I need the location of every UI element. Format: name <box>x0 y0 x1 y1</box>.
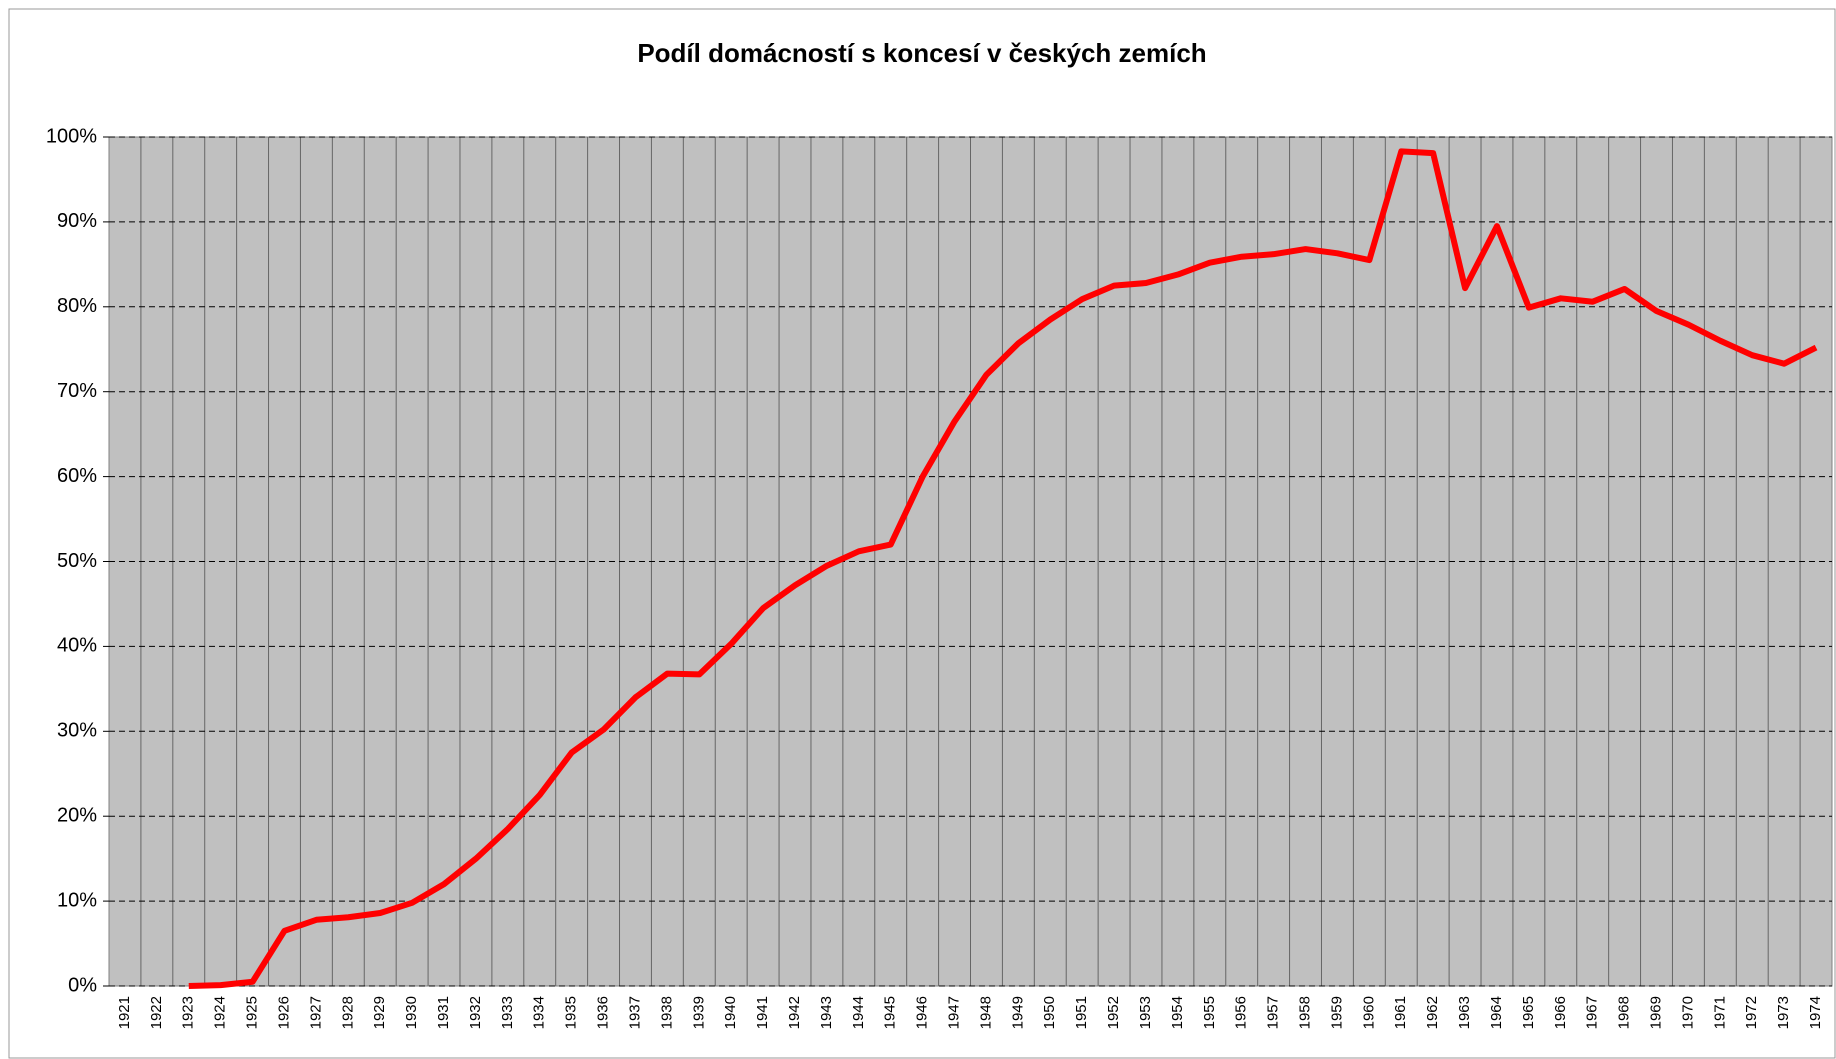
x-tick-label: 1929 <box>371 996 388 1029</box>
x-tick-label: 1949 <box>1009 996 1026 1029</box>
x-tick-label: 1927 <box>307 996 324 1029</box>
x-tick-label: 1957 <box>1265 996 1282 1029</box>
x-tick-label: 1972 <box>1743 996 1760 1029</box>
x-tick-label: 1946 <box>914 996 931 1029</box>
x-tick-label: 1933 <box>499 996 516 1029</box>
x-tick-label: 1945 <box>882 996 899 1029</box>
x-tick-label: 1960 <box>1360 996 1377 1029</box>
x-tick-label: 1948 <box>977 996 994 1029</box>
x-tick-label: 1965 <box>1520 996 1537 1029</box>
x-tick-label: 1962 <box>1424 996 1441 1029</box>
x-tick-label: 1964 <box>1488 996 1505 1029</box>
x-tick-label: 1924 <box>212 996 229 1029</box>
y-tick-label: 90% <box>57 210 97 232</box>
x-tick-label: 1932 <box>467 996 484 1029</box>
x-tick-label: 1947 <box>946 996 963 1029</box>
data-line <box>188 148 1818 989</box>
x-tick-label: 1952 <box>1105 996 1122 1029</box>
x-tick-label: 1941 <box>754 996 771 1029</box>
y-tick-label: 20% <box>57 804 97 826</box>
x-tick-label: 1958 <box>1296 996 1313 1029</box>
x-tick-label: 1940 <box>722 996 739 1029</box>
x-tick-label: 1923 <box>180 996 197 1029</box>
x-tick-label: 1938 <box>658 996 675 1029</box>
x-tick-label: 1954 <box>1169 996 1186 1029</box>
x-tick-label: 1937 <box>626 996 643 1029</box>
chart-title: Podíl domácností s koncesí v českých zem… <box>637 38 1206 68</box>
x-tick-label: 1928 <box>339 996 356 1029</box>
x-tick-label: 1944 <box>850 996 867 1029</box>
x-tick-label: 1943 <box>818 996 835 1029</box>
x-tick-label: 1955 <box>1201 996 1218 1029</box>
x-tick-label: 1970 <box>1679 996 1696 1029</box>
x-tick-label: 1921 <box>116 996 133 1029</box>
x-tick-label: 1959 <box>1328 996 1345 1029</box>
x-tick-label: 1936 <box>595 996 612 1029</box>
x-tick-label: 1963 <box>1456 996 1473 1029</box>
x-tick-label: 1969 <box>1647 996 1664 1029</box>
x-tick-label: 1942 <box>786 996 803 1029</box>
x-tick-label: 1925 <box>244 996 261 1029</box>
x-tick-label: 1961 <box>1392 996 1409 1029</box>
x-tick-label: 1930 <box>403 996 420 1029</box>
x-tick-label: 1926 <box>275 996 292 1029</box>
x-tick-label: 1931 <box>435 996 452 1029</box>
x-tick-label: 1935 <box>563 996 580 1029</box>
x-tick-label: 1951 <box>1073 996 1090 1029</box>
y-tick-label: 50% <box>57 550 97 572</box>
x-tick-label: 1967 <box>1584 996 1601 1029</box>
y-tick-label: 10% <box>57 889 97 911</box>
x-tick-label: 1939 <box>690 996 707 1029</box>
y-tick-label: 0% <box>68 974 97 996</box>
x-tick-label: 1922 <box>148 996 165 1029</box>
x-tick-label: 1968 <box>1616 996 1633 1029</box>
x-tick-label: 1974 <box>1807 996 1824 1029</box>
x-tick-label: 1971 <box>1711 996 1728 1029</box>
y-tick-label: 100% <box>46 125 97 147</box>
x-tick-label: 1973 <box>1775 996 1792 1029</box>
x-tick-label: 1934 <box>531 996 548 1029</box>
y-tick-label: 80% <box>57 295 97 317</box>
y-tick-label: 30% <box>57 720 97 742</box>
x-tick-label: 1956 <box>1233 996 1250 1029</box>
y-tick-label: 40% <box>57 635 97 657</box>
x-tick-label: 1966 <box>1552 996 1569 1029</box>
y-tick-label: 70% <box>57 380 97 402</box>
x-tick-label: 1953 <box>1137 996 1154 1029</box>
y-tick-label: 60% <box>57 465 97 487</box>
x-tick-label: 1950 <box>1041 996 1058 1029</box>
